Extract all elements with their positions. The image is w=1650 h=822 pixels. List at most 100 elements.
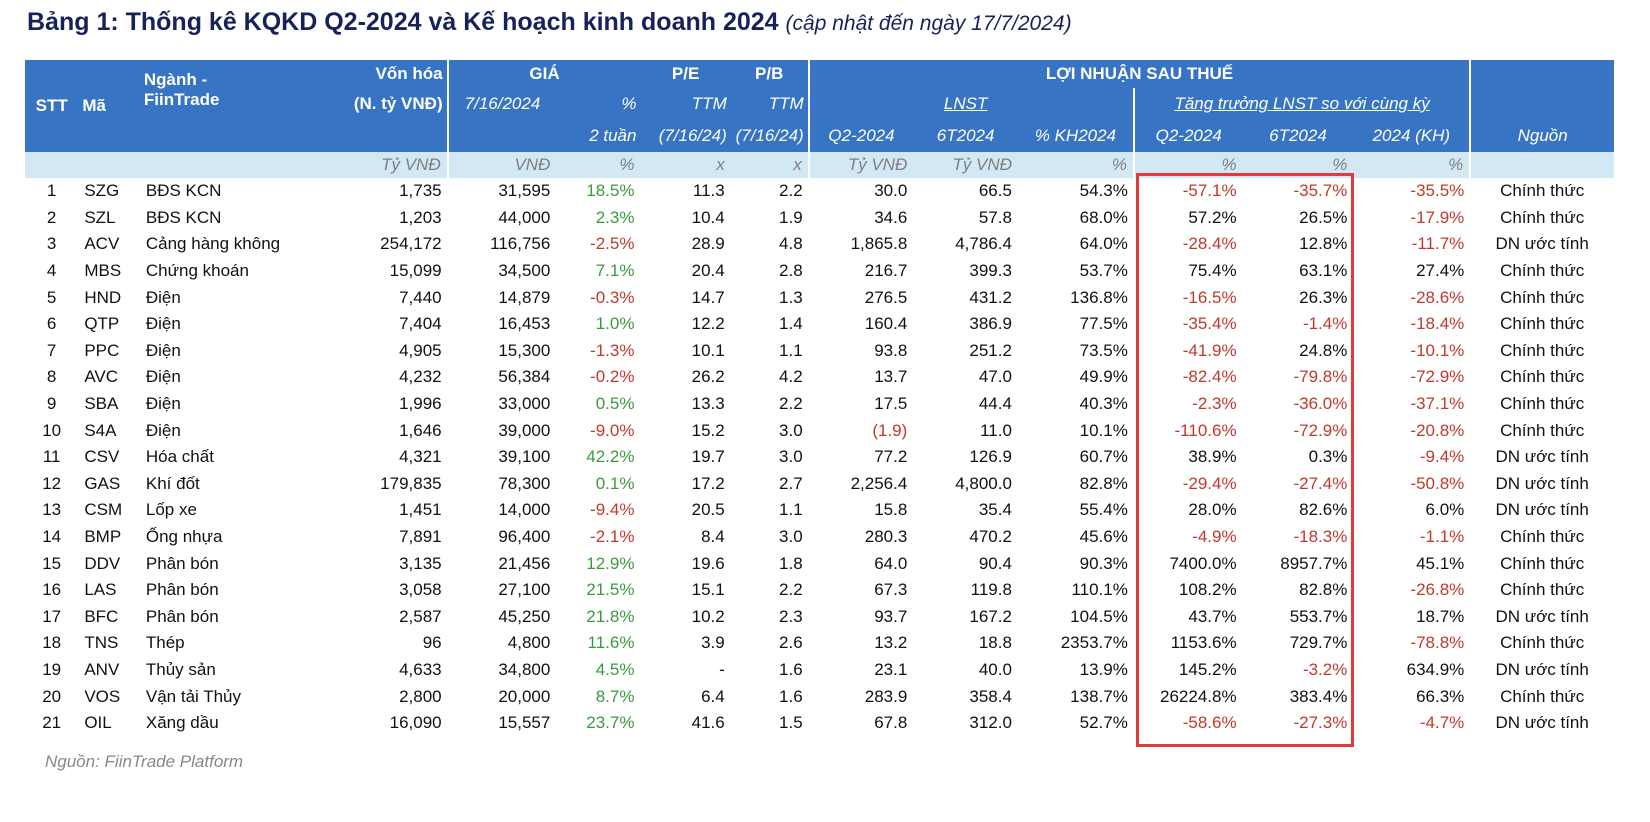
header-gia-pct2: 2 tuần xyxy=(556,120,641,152)
cell-pb: 2.2 xyxy=(779,181,803,201)
cell-stt: 6 xyxy=(46,314,57,334)
cell-pe: 19.7 xyxy=(691,447,725,467)
cell-h1: 44.4 xyxy=(978,394,1012,414)
header-lnst-spacer xyxy=(807,88,914,120)
header-vonhoa: Vốn hóa xyxy=(304,60,448,88)
cell-nganh: Ống nhựa xyxy=(145,527,223,547)
table-row: 12 GAS Khí đốt 179,835 78,300 0.1% 17.2 2.7 2,25… xyxy=(25,471,1614,498)
cell-gkh: -28.6% xyxy=(1410,287,1465,307)
cell-gia: 4,800 xyxy=(507,633,551,653)
cell-gia: 31,595 xyxy=(498,181,551,201)
table-row: 19 ANV Thủy sản 4,633 34,800 4.5% - 1.6 23.1 40.0… xyxy=(25,657,1614,684)
cell-ma: CSV xyxy=(84,447,120,467)
cell-gq2: -2.3% xyxy=(1192,394,1237,414)
cell-kh: 77.5% xyxy=(1079,314,1128,334)
cell-stt: 1 xyxy=(46,181,57,201)
header-pb: P/B xyxy=(730,60,809,88)
cell-q2: 13.2 xyxy=(874,633,908,653)
cell-pb: 1.8 xyxy=(779,553,803,573)
cell-pb: 2.2 xyxy=(779,394,803,414)
cell-nganh: Điện xyxy=(145,340,181,360)
cell-gh1: 553.7% xyxy=(1289,606,1348,626)
cell-kh: 52.7% xyxy=(1079,713,1128,733)
cell-ma: OIL xyxy=(84,713,112,733)
cell-nguon: Chính thức xyxy=(1500,181,1585,201)
cell-vonhoa: 7,440 xyxy=(399,287,442,307)
cell-pct: 23.7% xyxy=(586,713,635,733)
cell-gq2: -57.1% xyxy=(1182,181,1237,201)
table-row: 13 CSM Lốp xe 1,451 14,000 -9.4% 20.5 1.1 15.8 35… xyxy=(25,497,1614,524)
cell-q2: 15.8 xyxy=(874,500,908,520)
cell-stt: 17 xyxy=(42,606,62,626)
cell-vonhoa: 1,996 xyxy=(399,394,442,414)
cell-kh: 10.1% xyxy=(1079,420,1128,440)
cell-nganh: Điện xyxy=(145,367,181,387)
cell-gq2: 43.7% xyxy=(1188,606,1237,626)
table-row: 17 BFC Phân bón 2,587 45,250 21.8% 10.2 2.3 93.7… xyxy=(25,604,1614,631)
cell-gq2: 75.4% xyxy=(1188,261,1237,281)
cell-gkh: -17.9% xyxy=(1410,207,1465,227)
cell-gq2: 1153.6% xyxy=(1170,633,1237,653)
unit-gia-pct: % xyxy=(556,152,641,178)
cell-pct: 4.5% xyxy=(595,659,635,679)
header-nganh-line2: FiinTrade xyxy=(143,90,220,109)
cell-ma: PPC xyxy=(84,340,120,360)
cell-gh1: 63.1% xyxy=(1299,261,1348,281)
cell-vonhoa: 179,835 xyxy=(380,473,442,493)
cell-gh1: -1.4% xyxy=(1302,314,1348,334)
cell-kh: 49.9% xyxy=(1079,367,1128,387)
cell-gq2: 28.0% xyxy=(1188,500,1237,520)
cell-pb: 2.2 xyxy=(779,580,803,600)
cell-nguon: Chính thức xyxy=(1500,207,1585,227)
source-note: Nguồn: FiinTrade Platform xyxy=(45,752,244,771)
table-row: 18 TNS Thép 96 4,800 11.6% 3.9 2.6 13.2 18.8 2353.… xyxy=(25,630,1614,657)
cell-nganh: Thép xyxy=(145,633,185,653)
table-row: 1 SZG BĐS KCN 1,735 31,595 18.5% 11.3 2.2 30.0 66… xyxy=(25,178,1614,205)
cell-ma: SBA xyxy=(84,394,119,414)
cell-gkh: -1.1% xyxy=(1419,527,1465,547)
cell-vonhoa: 3,135 xyxy=(399,553,442,573)
cell-gkh: 66.3% xyxy=(1416,686,1465,706)
header-nganh-spacer xyxy=(139,120,304,152)
cell-pb: 1.5 xyxy=(779,713,803,733)
cell-pe: 20.5 xyxy=(691,500,725,520)
cell-nguon: DN ước tính xyxy=(1495,473,1589,493)
cell-vonhoa: 1,646 xyxy=(399,420,442,440)
cell-gkh: 6.0% xyxy=(1425,500,1465,520)
cell-ma: ANV xyxy=(84,659,120,679)
cell-nguon: DN ước tính xyxy=(1495,447,1589,467)
cell-vonhoa: 96 xyxy=(422,633,442,653)
cell-q2: (1.9) xyxy=(872,420,908,440)
cell-pe: 26.2 xyxy=(691,367,725,387)
cell-h1: 119.8 xyxy=(970,580,1012,600)
cell-gia: 20,000 xyxy=(498,686,551,706)
cell-gq2: -16.5% xyxy=(1182,287,1237,307)
cell-gh1: -3.2% xyxy=(1302,659,1348,679)
cell-nguon: Chính thức xyxy=(1500,314,1585,334)
unit-cell xyxy=(25,152,79,178)
cell-gh1: -79.8% xyxy=(1293,367,1348,387)
cell-pb: 2.8 xyxy=(779,261,803,281)
table-row: 21 OIL Xăng dầu 16,090 15,557 23.7% 41.6 1.5 67.… xyxy=(25,710,1614,737)
cell-ma: ACV xyxy=(84,234,120,254)
cell-nganh: Chứng khoán xyxy=(145,261,249,281)
header-growth: Tăng trưởng LNST so với cùng kỳ xyxy=(1132,88,1471,120)
table-row: 20 VOS Vận tải Thủy 2,800 20,000 8.7% 6.4 1.6 28… xyxy=(25,683,1614,710)
cell-pb: 1.6 xyxy=(779,686,803,706)
cell-h1: 312.0 xyxy=(969,713,1012,733)
cell-nguon: Chính thức xyxy=(1500,580,1585,600)
cell-gh1: -18.3% xyxy=(1293,527,1348,547)
cell-q2: 30.0 xyxy=(874,181,908,201)
cell-ma: QTP xyxy=(84,314,120,334)
cell-pe: 15.1 xyxy=(691,580,725,600)
cell-pe: 41.6 xyxy=(691,713,725,733)
cell-stt: 19 xyxy=(42,659,62,679)
cell-gq2: -29.4% xyxy=(1182,473,1237,493)
cell-vonhoa: 4,905 xyxy=(399,340,442,360)
cell-gia: 44,000 xyxy=(498,207,551,227)
cell-kh: 60.7% xyxy=(1079,447,1128,467)
cell-pe: - xyxy=(719,659,725,679)
cell-nganh: Điện xyxy=(145,314,181,334)
cell-vonhoa: 16,090 xyxy=(389,713,442,733)
unit-pe: x xyxy=(640,152,731,178)
